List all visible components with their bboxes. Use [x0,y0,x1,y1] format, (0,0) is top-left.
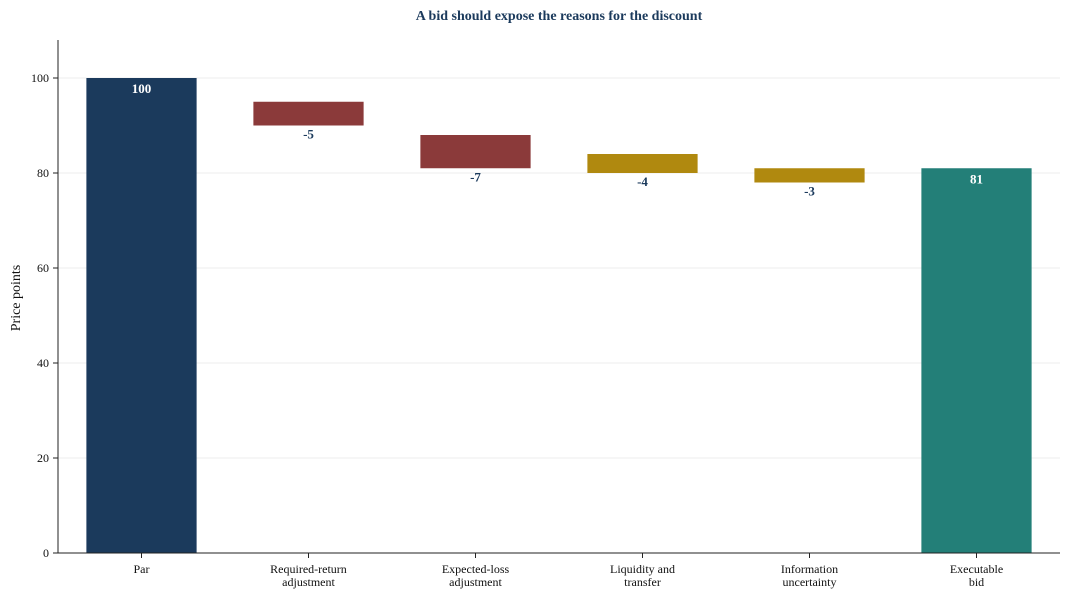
x-tick-label-line: Par [134,562,150,576]
bar-delta [587,154,698,173]
chart-title: A bid should expose the reasons for the … [416,9,703,24]
x-tick-label: Executable bid [950,562,1003,589]
bar-data-label: -7 [470,169,481,184]
x-tick-label-line: adjustment [449,575,502,589]
bar-data-label: 100 [132,81,152,96]
bar-delta [253,101,364,126]
x-tick-label-line: uncertainty [783,575,837,589]
bar-delta [754,168,865,183]
y-tick-label: 100 [31,71,49,85]
bar-data-label: 81 [970,171,983,186]
y-tick-label: 0 [43,546,49,560]
x-tick-label-line: Expected-loss [442,562,510,576]
x-tick-label: Expected-loss adjustment [442,562,510,589]
bar-data-label: -5 [303,127,314,142]
x-tick-label-line: Required-return [270,562,347,576]
bar-data-label: -4 [637,174,648,189]
y-tick-label: 20 [37,451,49,465]
grid-lines [58,77,1060,459]
x-tick-label-line: adjustment [282,575,335,589]
x-tick-label: Par [134,562,150,576]
y-tick-label: 80 [37,166,49,180]
y-tick-label: 40 [37,356,49,370]
bar-total [921,168,1032,553]
x-tick-label: Liquidity and transfer [610,562,675,589]
y-tick-label: 60 [37,261,49,275]
x-tick-label: Required-return adjustment [270,562,347,589]
y-axis-label: Price points [9,265,24,332]
x-tick-label-line: transfer [624,575,661,589]
bars [86,78,1032,553]
bar-delta [420,135,531,169]
x-tick-label-line: Liquidity and [610,562,675,576]
x-tick-label-line: bid [969,575,984,589]
data-labels: 100 -5 -7 -4 -3 81 [132,81,983,199]
x-tick-label: Information uncertainty [781,562,838,589]
bar-data-label: -3 [804,184,815,199]
x-tick-label-line: Executable [950,562,1003,576]
bar-total [86,78,197,553]
x-tick-label-line: Information [781,562,838,576]
